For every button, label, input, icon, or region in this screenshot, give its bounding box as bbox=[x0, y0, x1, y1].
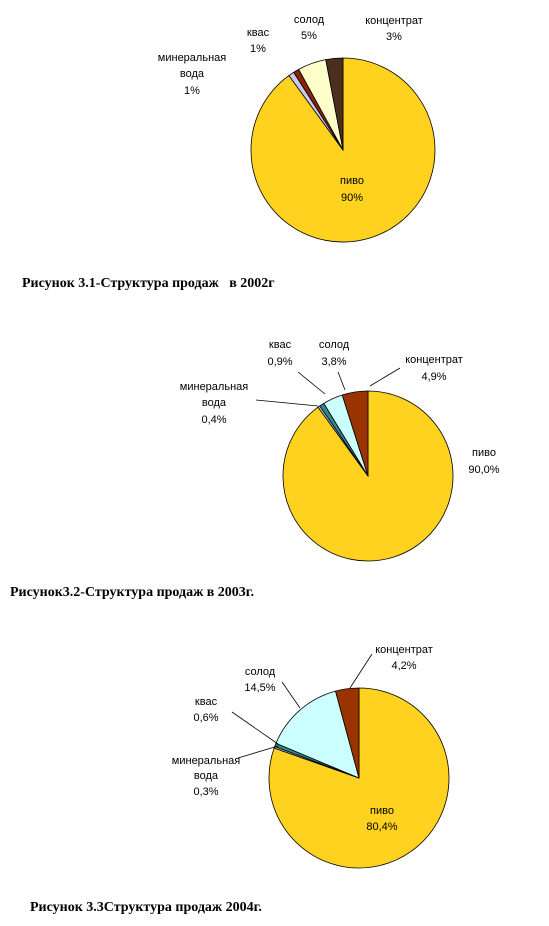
leader-line bbox=[237, 745, 279, 759]
pie-slice-concentrate bbox=[335, 687, 360, 779]
chart-2003: пиво 90,0% минеральная вода 0,4% квас 0,… bbox=[0, 320, 549, 580]
caption-2004: Рисунок 3.3Структура продаж 2004г. bbox=[30, 900, 262, 915]
label-kvas-value: 0,9% bbox=[267, 356, 292, 368]
chart-2002: пиво 90% минеральная вода 1% квас 1% сол… bbox=[0, 0, 549, 250]
label-concentrate-name: концентрат bbox=[365, 15, 423, 27]
label-pivo-value: 90% bbox=[341, 192, 363, 204]
label-concentrate-name: концентрат bbox=[375, 644, 433, 656]
caption-2003: Рисунок3.2-Структура продаж в 2003г. bbox=[10, 585, 255, 600]
label-concentrate-value: 3% bbox=[386, 31, 402, 43]
label-mineral-name2: вода bbox=[180, 68, 205, 80]
label-solod-value: 14,5% bbox=[244, 682, 275, 694]
pie-slice-concentrate bbox=[341, 390, 369, 477]
label-mineral-value: 0,3% bbox=[193, 786, 218, 798]
label-pivo-name: пиво bbox=[340, 175, 364, 187]
label-concentrate-value: 4,2% bbox=[391, 660, 416, 672]
chart-2004: пиво 80,4% минеральная вода 0,3% квас 0,… bbox=[0, 630, 549, 880]
leader-line bbox=[349, 653, 373, 689]
label-concentrate-name: концентрат bbox=[405, 354, 463, 366]
label-solod-name: солод bbox=[294, 14, 325, 26]
label-solod-value: 3,8% bbox=[321, 356, 346, 368]
caption-2002: Рисунок 3.1-Структура продаж в 2002г bbox=[22, 276, 275, 291]
leader-line bbox=[297, 371, 326, 395]
label-pivo-value: 80,4% bbox=[366, 821, 397, 833]
label-mineral-name1: минеральная bbox=[158, 52, 226, 64]
label-pivo-value: 90,0% bbox=[468, 464, 499, 476]
label-solod-value: 5% bbox=[301, 30, 317, 42]
pie-slice-solod bbox=[275, 690, 360, 779]
leader-line bbox=[281, 681, 301, 709]
label-mineral-name2: вода bbox=[202, 397, 227, 409]
pie-chart-2003: пиво 90,0% минеральная вода 0,4% квас 0,… bbox=[180, 339, 500, 562]
label-kvas-value: 1% bbox=[250, 43, 266, 55]
pie-chart-2002: пиво 90% минеральная вода 1% квас 1% сол… bbox=[158, 14, 436, 243]
label-mineral-name1: минеральная bbox=[172, 755, 240, 767]
label-solod-name: солод bbox=[245, 666, 276, 678]
label-solod-name: солод bbox=[319, 339, 350, 351]
leader-line bbox=[231, 711, 279, 745]
label-mineral-value: 0,4% bbox=[201, 414, 226, 426]
label-pivo-name: пиво bbox=[370, 805, 394, 817]
label-kvas-name: квас bbox=[195, 696, 218, 708]
label-mineral-name2: вода bbox=[194, 770, 219, 782]
label-mineral-name1: минеральная bbox=[180, 381, 248, 393]
leader-line bbox=[369, 367, 401, 387]
label-concentrate-value: 4,9% bbox=[421, 371, 446, 383]
label-kvas-name: квас bbox=[247, 27, 270, 39]
label-pivo-name: пиво bbox=[472, 447, 496, 459]
label-kvas-value: 0,6% bbox=[193, 712, 218, 724]
label-kvas-name: квас bbox=[269, 339, 292, 351]
label-mineral-value: 1% bbox=[184, 85, 200, 97]
pie-chart-2004: пиво 80,4% минеральная вода 0,3% квас 0,… bbox=[172, 644, 450, 869]
pie-slice-concentrate bbox=[325, 57, 344, 151]
leader-line bbox=[255, 399, 319, 407]
leader-line bbox=[337, 371, 346, 391]
